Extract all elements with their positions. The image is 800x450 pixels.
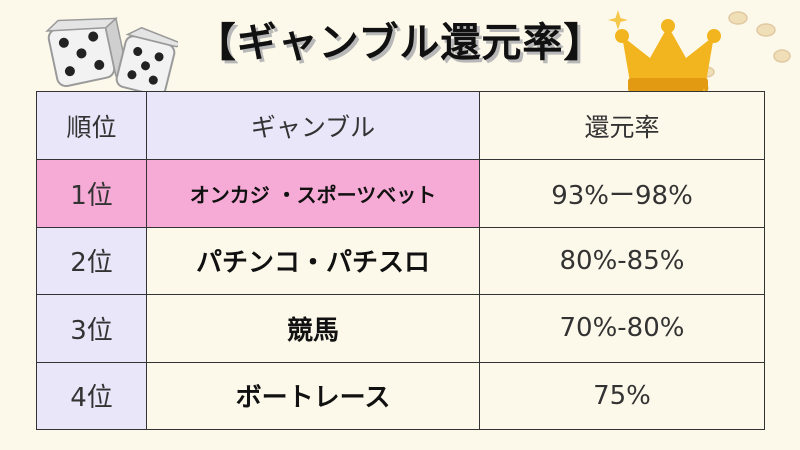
page-title: 【ギャンブル還元率】 [195,20,605,66]
gamble-name-cell: パチンコ・パチスロ [146,226,480,295]
table-header-row: 順位 ギャンブル 還元率 [36,91,765,160]
dice-icon [45,17,178,97]
rate-cell: 70%-80% [479,294,765,363]
header-rank: 順位 [36,91,147,160]
gamble-name-cell: オンカジ ・スポーツベット [146,159,480,228]
rate-cell: 93%ー98% [479,159,765,228]
table-row: 4位 ボートレース 75% [36,361,765,430]
table-row: 3位 競馬 70%-80% [36,294,765,363]
table-row: 2位 パチンコ・パチスロ 80%-85% [36,226,765,295]
rank-cell: 1位 [36,159,147,228]
crown-icon [608,10,791,108]
rank-cell: 3位 [36,294,147,363]
rate-cell: 80%-85% [479,226,765,295]
gamble-name-cell: ボートレース [146,361,480,430]
rank-cell: 2位 [36,226,147,295]
table-row: 1位 オンカジ ・スポーツベット 93%ー98% [36,159,765,228]
gamble-name-cell: 競馬 [146,294,480,363]
header-gamble: ギャンブル [146,91,480,160]
rate-cell: 75% [479,361,765,430]
ranking-table: 順位 ギャンブル 還元率 1位 オンカジ ・スポーツベット 93%ー98% 2位… [36,91,765,430]
header-rate: 還元率 [479,91,765,160]
rank-cell: 4位 [36,361,147,430]
